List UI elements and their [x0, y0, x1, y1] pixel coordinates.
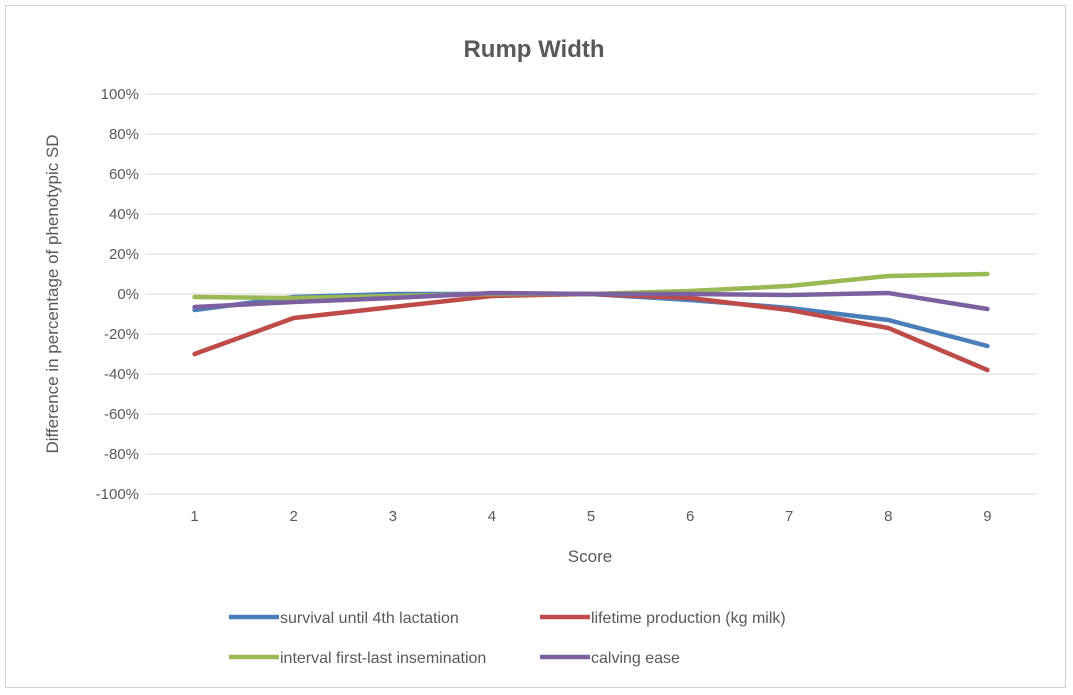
- x-tick-label: 5: [587, 508, 595, 525]
- y-tick-label: -100%: [96, 486, 139, 503]
- y-tick-label: -40%: [104, 366, 139, 383]
- series-lines: [192, 271, 990, 373]
- chart-frame: [5, 5, 1066, 688]
- x-tick-label: 6: [686, 508, 694, 525]
- legend: survival until 4th lactation lifetime pro…: [229, 610, 786, 667]
- y-tick-label: 20%: [109, 246, 139, 263]
- x-tick-label: 9: [983, 508, 991, 525]
- series-line: [192, 291, 990, 373]
- legend-label: calving ease: [591, 650, 680, 667]
- x-tick-label: 1: [190, 508, 198, 525]
- y-tick-label: 80%: [109, 126, 139, 143]
- legend-label: lifetime production (kg milk): [591, 610, 786, 627]
- y-tick-label: -80%: [104, 446, 139, 463]
- x-tick-label: 7: [785, 508, 793, 525]
- y-tick-label: -60%: [104, 406, 139, 423]
- series-line: [192, 290, 990, 312]
- chart-title: Rump Width: [463, 36, 604, 63]
- x-tick-label: 4: [488, 508, 496, 525]
- y-tick-label: -20%: [104, 326, 139, 343]
- x-tick-label: 3: [389, 508, 397, 525]
- y-axis-label: Difference in percentage of phenotypic S…: [43, 134, 62, 453]
- x-axis-label: Score: [568, 547, 612, 566]
- legend-label: survival until 4th lactation: [280, 610, 459, 627]
- legend-label: interval first-last insemination: [280, 650, 486, 667]
- y-axis-ticks: 100% 80% 60% 40% 20% 0% -20% -40% -60% -80% -100%: [96, 86, 139, 503]
- y-tick-label: 100%: [101, 86, 139, 103]
- x-tick-label: 2: [289, 508, 297, 525]
- y-tick-label: 0%: [117, 286, 139, 303]
- y-tick-label: 60%: [109, 166, 139, 183]
- x-tick-label: 8: [884, 508, 892, 525]
- y-tick-label: 40%: [109, 206, 139, 223]
- x-axis-ticks: 1 2 3 4 5 6 7 8 9: [190, 508, 991, 525]
